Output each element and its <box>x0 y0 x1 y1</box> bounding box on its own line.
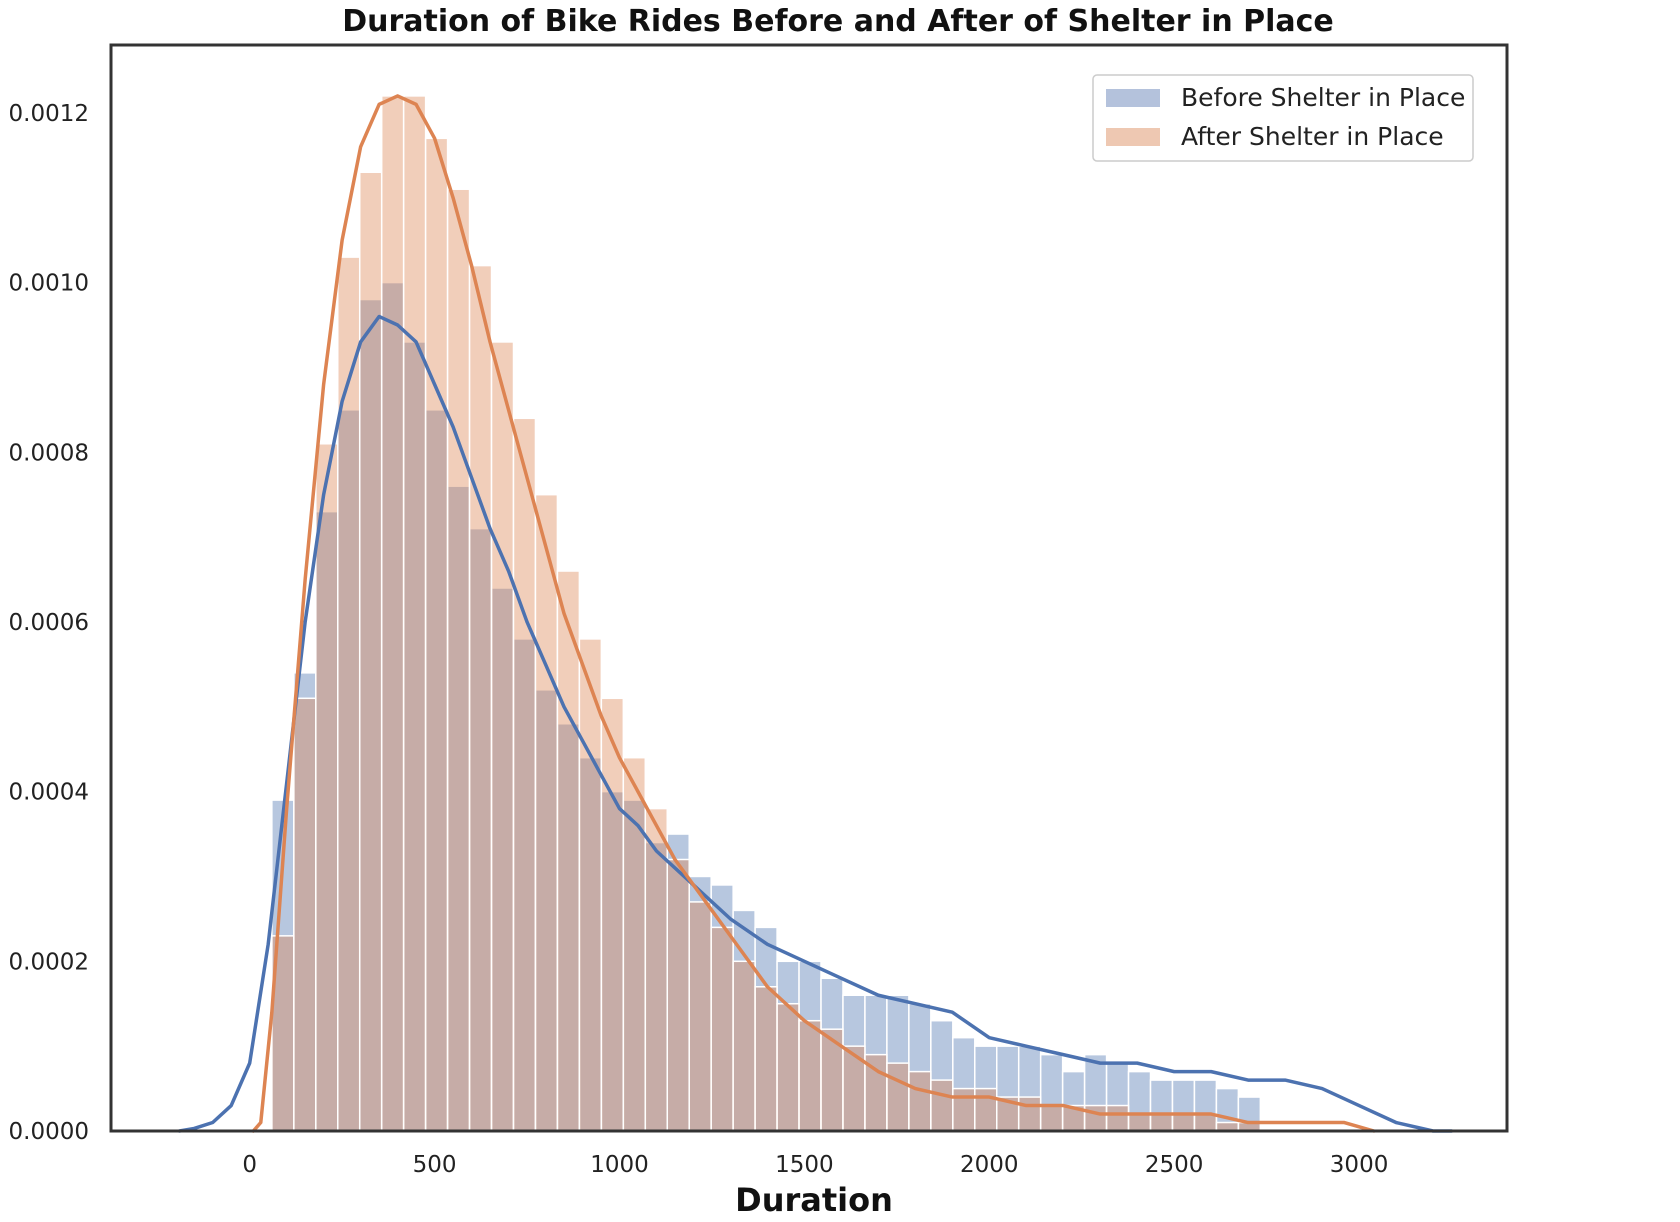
legend: Before Shelter in Place After Shelter in… <box>1092 74 1474 162</box>
bar-after-12 <box>534 493 559 1132</box>
bar-after-6 <box>402 95 427 1132</box>
bar-after-24 <box>798 1019 822 1132</box>
kde-line-after <box>251 94 1376 1133</box>
legend-swatch-after <box>1106 128 1160 146</box>
x-tick-label: 1000 <box>590 1152 649 1178</box>
bar-after-38 <box>1105 1104 1130 1132</box>
x-tick-label: 2500 <box>1145 1152 1204 1178</box>
bar-after-13 <box>556 570 581 1132</box>
y-tick-label: 0.0008 <box>9 440 89 466</box>
x-tick-label: 3000 <box>1330 1152 1389 1178</box>
bar-after-22 <box>754 986 778 1132</box>
bar-after-8 <box>446 188 471 1132</box>
bar-after-1 <box>293 697 317 1132</box>
y-axis-ticks: 0.0000 0.0002 0.0004 0.0006 0.0008 0.0010 0.00… <box>9 101 89 1145</box>
bar-after-2 <box>315 443 339 1132</box>
bar-after-35 <box>1039 1104 1064 1132</box>
bar-after-30 <box>930 1079 954 1132</box>
y-tick-label: 0.0002 <box>9 949 89 975</box>
bar-after-23 <box>776 1002 800 1132</box>
bar-after-31 <box>952 1087 976 1132</box>
bar-after-10 <box>490 341 515 1132</box>
x-axis-ticks: 0 500 1000 1500 2000 2500 3000 <box>242 1152 1388 1178</box>
bar-after-11 <box>512 417 537 1132</box>
bar-after-39 <box>1127 1113 1152 1132</box>
bar-after-20 <box>710 926 734 1132</box>
x-tick-label: 2000 <box>960 1152 1019 1178</box>
bar-after-21 <box>732 960 756 1132</box>
y-tick-label: 0.0012 <box>9 101 89 127</box>
bar-after-19 <box>688 901 712 1132</box>
bar-after-7 <box>424 137 449 1132</box>
legend-box <box>1092 74 1474 162</box>
x-axis-label: Duration <box>735 1181 893 1218</box>
y-tick-label: 0.0000 <box>9 1119 89 1145</box>
bar-after-18 <box>666 858 690 1132</box>
bar-after-41 <box>1171 1113 1196 1132</box>
histogram-bars <box>271 95 1262 1132</box>
bar-after-3 <box>337 256 361 1132</box>
bar-after-15 <box>600 697 625 1132</box>
bar-after-29 <box>908 1070 932 1132</box>
y-tick-label: 0.0010 <box>9 271 89 297</box>
bar-after-42 <box>1193 1113 1218 1132</box>
kde-curves <box>177 94 1454 1133</box>
y-tick-label: 0.0006 <box>9 610 89 636</box>
legend-swatch-before <box>1106 89 1160 107</box>
bar-after-34 <box>1017 1096 1042 1132</box>
chart-title: Duration of Bike Rides Before and After … <box>342 4 1334 39</box>
x-tick-label: 0 <box>242 1152 257 1178</box>
bar-after-5 <box>380 95 405 1132</box>
bar-after-9 <box>468 264 493 1132</box>
bar-after-37 <box>1083 1104 1108 1132</box>
y-tick-label: 0.0004 <box>9 780 89 806</box>
bar-after-28 <box>886 1062 910 1132</box>
bar-after-14 <box>578 638 603 1132</box>
plot-frame <box>109 43 1509 1133</box>
bar-after-32 <box>974 1087 998 1132</box>
legend-label-after: After Shelter in Place <box>1181 122 1444 151</box>
x-tick-label: 1500 <box>775 1152 834 1178</box>
kde-line-before <box>177 314 1454 1133</box>
legend-label-before: Before Shelter in Place <box>1181 83 1465 112</box>
x-tick-label: 500 <box>413 1152 457 1178</box>
bar-after-40 <box>1149 1113 1174 1132</box>
